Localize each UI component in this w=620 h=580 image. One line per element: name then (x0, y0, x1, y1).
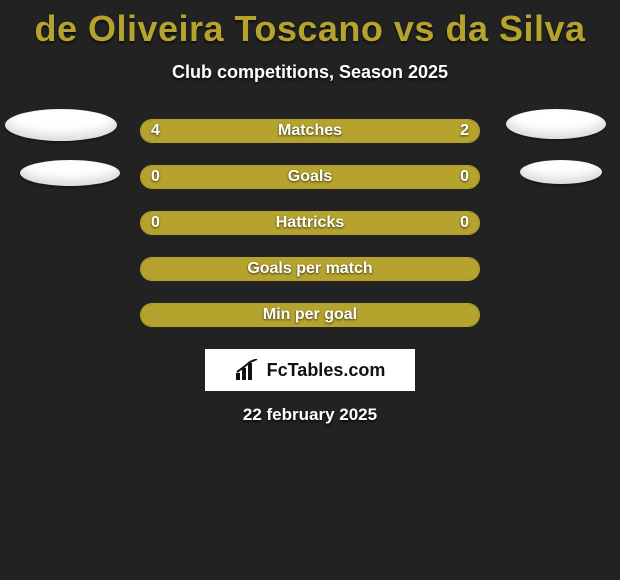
stat-bar: Goals00 (140, 165, 480, 189)
stat-row: Matches42 (0, 119, 620, 149)
decor-oval (5, 109, 117, 141)
stat-row: Hattricks00 (0, 211, 620, 241)
stat-bar: Goals per match (140, 257, 480, 281)
subtitle: Club competitions, Season 2025 (0, 62, 620, 83)
stat-row: Goals00 (0, 165, 620, 195)
site-logo: FcTables.com (205, 349, 415, 391)
logo-text: FcTables.com (267, 360, 386, 381)
stat-rows: Matches42 Goals00 Hattricks00 Goals per mat… (0, 119, 620, 333)
page-title: de Oliveira Toscano vs da Silva (0, 0, 620, 50)
bar-fill-right (366, 120, 479, 142)
bar-fill (141, 212, 479, 234)
decor-oval (506, 109, 606, 139)
logo-bars-icon (235, 359, 261, 381)
comparison-card: de Oliveira Toscano vs da Silva Club com… (0, 0, 620, 580)
bar-fill (141, 166, 479, 188)
stat-bar: Hattricks00 (140, 211, 480, 235)
decor-oval (520, 160, 602, 184)
decor-oval (20, 160, 120, 186)
bar-fill (141, 258, 479, 280)
stat-row: Min per goal (0, 303, 620, 333)
stat-bar: Matches42 (140, 119, 480, 143)
stat-bar: Min per goal (140, 303, 480, 327)
bar-fill-left (141, 120, 366, 142)
bar-fill (141, 304, 479, 326)
date-label: 22 february 2025 (0, 405, 620, 425)
stat-row: Goals per match (0, 257, 620, 287)
